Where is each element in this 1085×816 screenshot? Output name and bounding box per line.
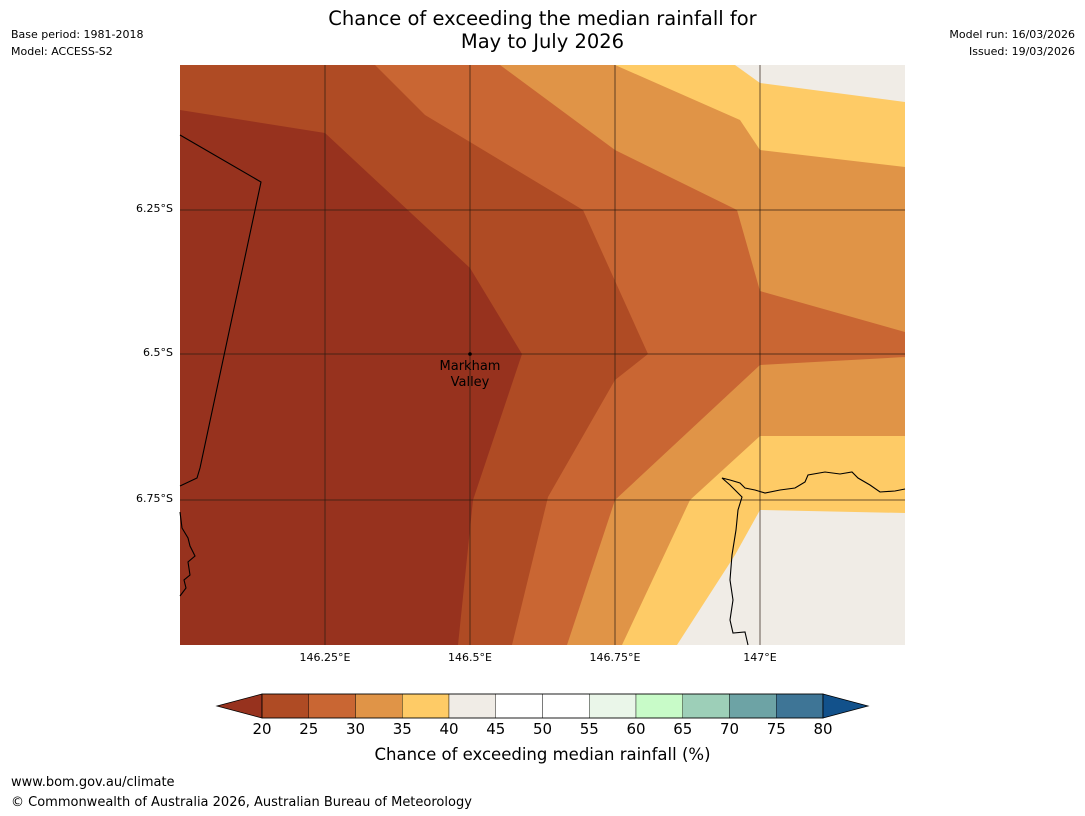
meta-left: Base period: 1981-2018 Model: ACCESS-S2 <box>11 26 143 60</box>
band-45-50-top <box>735 65 905 102</box>
colorbar-cells <box>261 693 824 719</box>
footer-copyright: © Commonwealth of Australia 2026, Austra… <box>11 795 472 810</box>
west-coastline <box>179 511 196 597</box>
chart-title: Chance of exceeding the median rainfall … <box>0 7 1085 53</box>
issued-text: Issued: 19/03/2026 <box>968 45 1075 58</box>
colorbar-cell <box>402 693 450 719</box>
colorbar-tick-label: 30 <box>345 720 366 738</box>
place-label-line-2: Valley <box>450 375 490 390</box>
colorbar-tick-label: 25 <box>299 720 319 738</box>
meta-right: Model run: 16/03/2026 Issued: 19/03/2026 <box>949 26 1075 60</box>
colorbar-cell <box>261 693 309 719</box>
gridlines <box>180 65 905 645</box>
colorbar-cell <box>682 693 730 719</box>
lat-label-6-25s: 6.25°S <box>136 202 173 215</box>
colorbar-cell <box>635 693 683 719</box>
title-line-1: Chance of exceeding the median rainfall … <box>328 7 757 30</box>
colorbar-cell <box>589 693 637 719</box>
colorbar-tick-label: 70 <box>719 720 740 738</box>
map-area <box>179 65 906 646</box>
colorbar <box>215 693 870 719</box>
colorbar-tick-label: 80 <box>813 720 833 738</box>
colorbar-cell <box>308 693 356 719</box>
lat-label-6-5s: 6.5°S <box>143 346 173 359</box>
gulf-coastline <box>721 471 906 646</box>
province-border <box>179 134 262 487</box>
title-line-2: May to July 2026 <box>460 30 625 53</box>
colorbar-tick-label: 45 <box>486 720 506 738</box>
markham-valley-point <box>468 352 472 356</box>
colorbar-tick-label: 65 <box>673 720 693 738</box>
colorbar-title: Chance of exceeding median rainfall (%) <box>374 745 711 764</box>
colorbar-tick-label: 35 <box>392 720 412 738</box>
lon-label-146-25e: 146.25°E <box>299 651 351 664</box>
colorbar-tick-label: 75 <box>766 720 786 738</box>
lon-label-147e: 147°E <box>743 651 777 664</box>
colorbar-tick-label: 20 <box>252 720 272 738</box>
model-text: Model: ACCESS-S2 <box>11 45 113 58</box>
footer-url: www.bom.gov.au/climate <box>11 775 175 790</box>
colorbar-tick-label: 50 <box>532 720 553 738</box>
lat-label-6-75s: 6.75°S <box>136 492 173 505</box>
colorbar-tick-label: 55 <box>579 720 599 738</box>
colorbar-cell <box>542 693 590 719</box>
lon-label-146-5e: 146.5°E <box>448 651 492 664</box>
colorbar-tick-label: 60 <box>626 720 646 738</box>
colorbar-cell <box>448 693 496 719</box>
model-run-text: Model run: 16/03/2026 <box>949 28 1075 41</box>
colorbar-extend-high <box>822 693 870 719</box>
colorbar-cell <box>355 693 403 719</box>
base-period-text: Base period: 1981-2018 <box>11 28 144 41</box>
colorbar-cell <box>729 693 777 719</box>
colorbar-tick-label: 40 <box>439 720 459 738</box>
place-label-line-1: Markham <box>439 359 501 374</box>
band-45-50-bottom <box>677 510 905 645</box>
colorbar-cell <box>495 693 543 719</box>
place-label-markham-valley: Markham Valley <box>420 359 520 391</box>
colorbar-cell <box>776 693 824 719</box>
colorbar-extend-low <box>215 693 263 719</box>
coastline-boundaries <box>179 134 906 646</box>
lon-label-146-75e: 146.75°E <box>589 651 641 664</box>
